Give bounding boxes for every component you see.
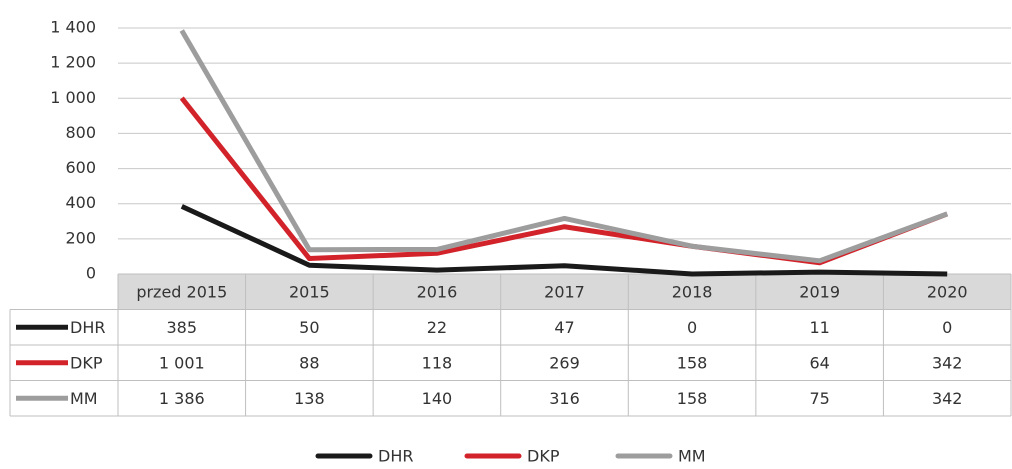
table-cell: 64 [809,353,829,372]
table-cell: 316 [549,389,580,408]
table-cell: 269 [549,353,580,372]
x-tick-label: 2017 [544,282,585,301]
y-tick-label: 600 [65,158,96,177]
table-cell: 1 001 [159,353,205,372]
series-line [179,29,949,264]
table-cell: 158 [677,353,708,372]
table-cell: 158 [677,389,708,408]
table-cell: 118 [422,353,453,372]
y-tick-label: 800 [65,123,96,142]
x-tick-label: przed 2015 [136,282,227,301]
table-cell: 0 [687,318,697,337]
table-header-bg [118,274,1011,310]
series-line [180,204,948,277]
table-row-label: MM [70,389,98,408]
legend-label: MM [678,447,706,466]
table-cell: 88 [299,353,319,372]
x-tick-label: 2020 [927,282,968,301]
table-cell: 138 [294,389,325,408]
y-tick-label: 200 [65,228,96,247]
y-tick-label: 400 [65,193,96,212]
table-cell: 140 [422,389,453,408]
table-cell: 342 [932,353,963,372]
table-cell: 385 [167,318,198,337]
table-cell: 1 386 [159,389,205,408]
legend-label: DKP [527,447,560,466]
y-tick-label: 1 000 [50,88,96,107]
table-cell: 22 [427,318,447,337]
y-tick-label: 1 200 [50,53,96,72]
y-tick-label: 1 400 [50,18,96,37]
table-cell: 47 [554,318,574,337]
table-cell: 50 [299,318,319,337]
legend-label: DHR [378,447,413,466]
x-tick-label: 2016 [417,282,458,301]
table-cell: 342 [932,389,963,408]
table-cell: 75 [809,389,829,408]
series-line [179,96,949,266]
table-row-label: DHR [70,318,105,337]
y-tick-label: 0 [86,264,96,283]
x-tick-label: 2018 [672,282,713,301]
x-tick-label: 2019 [799,282,840,301]
table-cell: 11 [809,318,829,337]
table-cell: 0 [942,318,952,337]
x-tick-label: 2015 [289,282,330,301]
table-row-label: DKP [70,353,103,372]
